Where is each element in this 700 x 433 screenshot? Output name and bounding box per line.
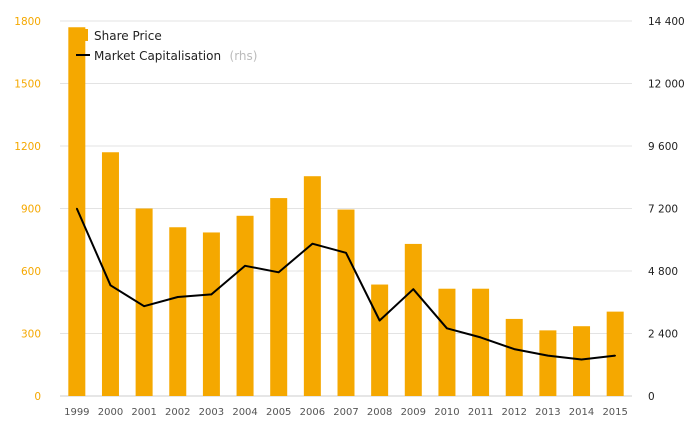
bar-share-price	[68, 27, 86, 396]
point-market-capitalisation	[345, 251, 347, 254]
legend-label-market-cap: Market Capitalisation	[94, 49, 221, 63]
point-market-capitalisation	[244, 264, 246, 267]
x-tick-label: 1999	[64, 407, 89, 418]
x-tick-label: 2001	[131, 407, 156, 418]
point-market-capitalisation	[412, 288, 415, 291]
bar-share-price	[101, 152, 119, 396]
x-tick-label: 2010	[434, 407, 459, 418]
bar-share-price	[573, 326, 591, 396]
left-tick-label: 300	[21, 329, 41, 341]
bar-share-price	[236, 215, 254, 396]
legend-label-share-price: Share Price	[94, 29, 162, 43]
point-market-capitalisation	[446, 327, 448, 330]
bar-share-price	[135, 208, 153, 396]
point-market-capitalisation	[143, 305, 145, 307]
legend-swatch-share-price	[76, 29, 88, 41]
bar-share-price	[404, 243, 422, 396]
x-tick-label: 2008	[367, 407, 392, 418]
left-tick-label: 0	[34, 391, 41, 403]
point-market-capitalisation	[580, 358, 583, 361]
point-market-capitalisation	[513, 348, 516, 350]
left-tick-label: 1500	[14, 79, 41, 91]
legend-label-market-cap-group: Market Capitalisation (rhs)	[94, 47, 257, 64]
point-market-capitalisation	[479, 336, 482, 339]
bar-share-price	[539, 330, 557, 396]
bar-share-price	[337, 209, 355, 396]
x-tick-label: 2014	[569, 407, 594, 418]
x-tick-label: 2003	[199, 407, 224, 418]
bar-share-price	[505, 318, 523, 396]
point-market-capitalisation	[311, 242, 314, 245]
right-tick-label: 0	[648, 391, 655, 403]
right-tick-label: 4 800	[648, 266, 678, 278]
right-tick-label: 14 400	[648, 16, 685, 28]
legend: Share Price Market Capitalisation (rhs)	[76, 29, 257, 64]
bar-share-price	[270, 198, 288, 396]
x-tick-label: 2002	[165, 407, 190, 418]
left-tick-label: 900	[21, 204, 41, 216]
right-tick-label: 2 400	[648, 329, 678, 341]
share-price-bars	[68, 27, 624, 396]
x-tick-label: 2009	[401, 407, 426, 418]
point-market-capitalisation	[378, 319, 381, 322]
left-axis-ticks: 0 300 600 900 1200 1500 1800	[14, 16, 41, 403]
bar-share-price	[371, 284, 389, 396]
x-axis-ticks: 1999 2000 2001 2002 2003 2004 2005 2006 2007 2008…	[64, 407, 628, 418]
point-market-capitalisation	[210, 293, 213, 296]
left-tick-label: 1200	[14, 141, 41, 153]
left-tick-label: 1800	[14, 16, 41, 28]
right-tick-label: 9 600	[648, 141, 678, 153]
bar-share-price	[303, 176, 321, 396]
x-tick-label: 2015	[602, 407, 627, 418]
x-tick-label: 2005	[266, 407, 291, 418]
point-market-capitalisation	[614, 354, 616, 357]
point-market-capitalisation	[176, 296, 179, 298]
point-market-capitalisation	[76, 207, 78, 210]
bar-share-price	[606, 311, 624, 396]
point-market-capitalisation	[277, 271, 280, 274]
x-tick-label: 2012	[502, 407, 527, 418]
point-market-capitalisation	[547, 354, 549, 357]
x-tick-label: 2000	[98, 407, 123, 418]
bar-share-price	[472, 288, 490, 396]
x-tick-label: 2006	[300, 407, 325, 418]
right-axis-ticks: 0 2 400 4 800 7 200 9 600 12 000 14 400	[648, 16, 685, 403]
legend-label-rhs: (rhs)	[230, 49, 258, 63]
market-cap-line-group	[75, 207, 616, 361]
x-tick-label: 2013	[535, 407, 560, 418]
x-tick-label: 2007	[333, 407, 358, 418]
point-market-capitalisation	[109, 284, 112, 287]
right-tick-label: 12 000	[648, 79, 685, 91]
bar-share-price	[169, 227, 187, 396]
bar-share-price	[438, 288, 456, 396]
x-tick-label: 2011	[468, 407, 493, 418]
x-tick-label: 2004	[232, 407, 257, 418]
left-tick-label: 600	[21, 266, 41, 278]
bar-share-price	[202, 232, 220, 396]
right-tick-label: 7 200	[648, 204, 678, 216]
